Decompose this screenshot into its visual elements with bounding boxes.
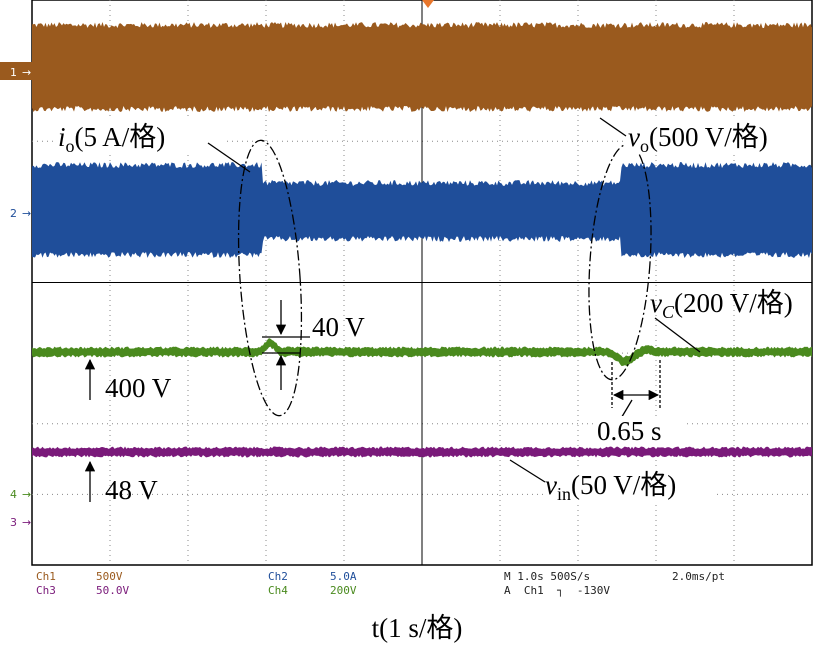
ch4-arrow: → bbox=[22, 488, 31, 501]
recovery-label: 0.65 s bbox=[597, 416, 662, 446]
leader-line bbox=[654, 317, 701, 353]
ch3-trace bbox=[32, 446, 812, 458]
symbol: v bbox=[545, 470, 557, 500]
traces bbox=[32, 22, 812, 458]
symbol: v bbox=[628, 122, 640, 152]
dip-label: 40 V bbox=[312, 312, 365, 342]
readout-scale: 5.0A bbox=[330, 570, 357, 583]
readout-trigger: A Ch1 ┐ -130V bbox=[504, 584, 610, 597]
ch3-marker: 3 bbox=[10, 516, 17, 529]
leader-line bbox=[599, 117, 627, 137]
ch1-arrow: → bbox=[22, 66, 31, 79]
ch2-trace bbox=[32, 162, 812, 258]
ch1-marker: 1 bbox=[10, 66, 17, 79]
scale: (500 V/格) bbox=[649, 122, 768, 152]
ch2-arrow: → bbox=[22, 207, 31, 220]
label-bg bbox=[55, 120, 225, 154]
scale: (5 A/格) bbox=[75, 122, 166, 152]
ch1-marker-box bbox=[0, 62, 32, 80]
symbol: v bbox=[650, 288, 662, 318]
readout-scale: 200V bbox=[330, 584, 357, 597]
readout-channel: Ch3 bbox=[36, 584, 56, 597]
vc-level-label: 400 V bbox=[105, 373, 172, 403]
subscript: in bbox=[557, 484, 571, 504]
x-axis-label: t(1 s/格) bbox=[372, 613, 463, 643]
vin-level-label: 48 V bbox=[105, 475, 158, 505]
subscript: C bbox=[662, 302, 675, 322]
ch1-trace bbox=[32, 22, 812, 112]
label-bg bbox=[625, 120, 810, 154]
leader-line bbox=[509, 459, 546, 483]
scale: (50 V/格) bbox=[571, 470, 676, 500]
ch3-arrow: → bbox=[22, 516, 31, 529]
label-bg bbox=[543, 470, 715, 502]
leader-line bbox=[207, 142, 251, 173]
readout-channel: Ch4 bbox=[268, 584, 288, 597]
readout-scale: 500V bbox=[96, 570, 123, 583]
subscript: o bbox=[66, 136, 75, 156]
vin-label: vin(50 V/格) bbox=[545, 470, 676, 504]
label-bg bbox=[594, 416, 684, 446]
readout-record: 2.0ms/pt bbox=[672, 570, 725, 583]
subscript: o bbox=[640, 136, 649, 156]
vo-label: vo(500 V/格) bbox=[628, 122, 768, 156]
vc-label: vC(200 V/格) bbox=[650, 288, 793, 322]
readout-channel: Ch1 bbox=[36, 570, 56, 583]
scale: (200 V/格) bbox=[674, 288, 793, 318]
io-label: io(5 A/格) bbox=[58, 122, 165, 156]
ch4-marker: 4 bbox=[10, 488, 17, 501]
trigger-position bbox=[422, 0, 434, 8]
readout-scale: 50.0V bbox=[96, 584, 129, 597]
transient-ellipse bbox=[237, 139, 303, 417]
readout-channel: Ch2 bbox=[268, 570, 288, 583]
readout-timebase: M 1.0s 500S/s bbox=[504, 570, 590, 583]
ch2-marker: 2 bbox=[10, 207, 17, 220]
ch4-trace bbox=[32, 338, 812, 367]
symbol: i bbox=[58, 122, 66, 152]
